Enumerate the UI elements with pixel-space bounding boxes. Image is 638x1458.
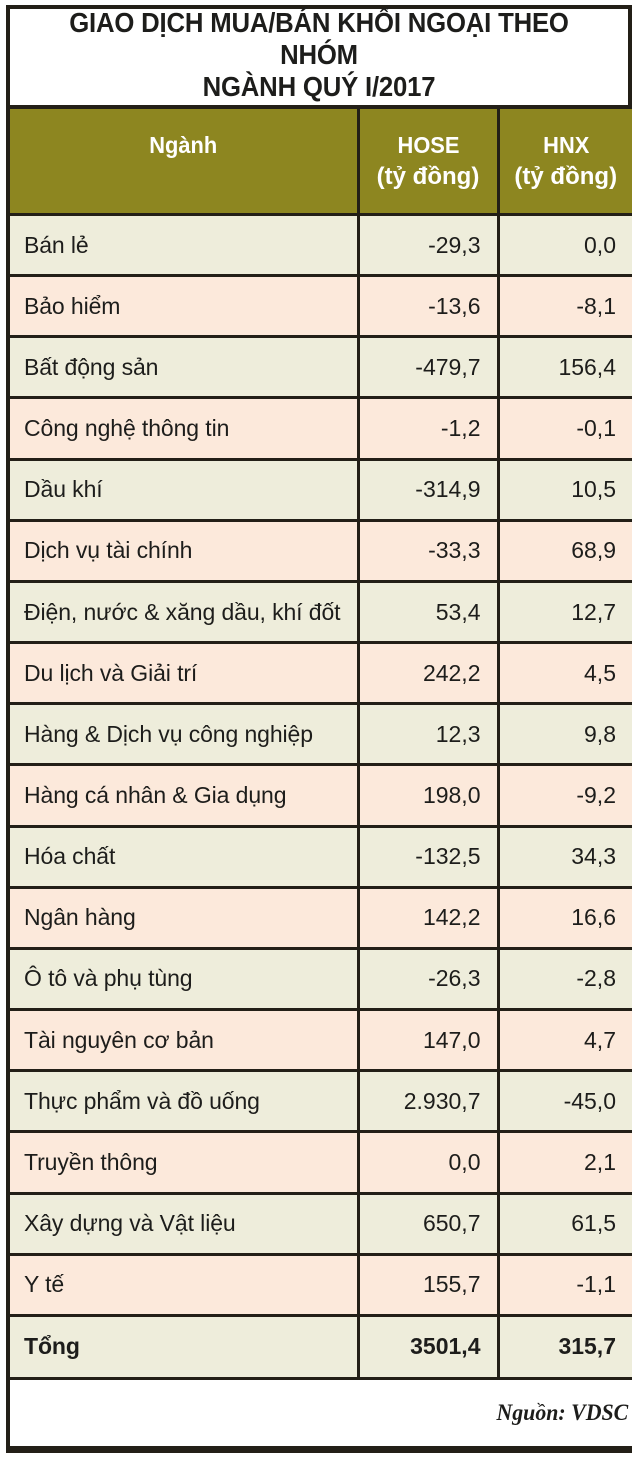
row-value-hose: 0,0 — [356, 1130, 500, 1195]
table-body: Bán lẻ -29,3 0,0 Bảo hiểm -13,6 -8,1 Bất… — [10, 212, 632, 1381]
row-value-hnx: 9,8 — [496, 702, 632, 767]
total-label: Tổng — [10, 1313, 360, 1381]
row-value-hose: -26,3 — [356, 946, 500, 1012]
row-value-hnx: 16,6 — [496, 885, 632, 950]
row-value-hose: -479,7 — [356, 335, 500, 400]
table-frame: GIAO DỊCH MUA/BÁN KHỐI NGOẠI THEO NHÓM N… — [6, 5, 632, 1453]
table-row: Hàng & Dịch vụ công nghiệp 12,3 9,8 — [10, 702, 632, 767]
row-value-hose: 198,0 — [356, 763, 500, 828]
row-value-hose: 142,2 — [356, 885, 500, 950]
table-row: Hóa chất -132,5 34,3 — [10, 824, 632, 889]
source-note: Nguồn: VDSC — [496, 1400, 629, 1425]
row-value-hnx: -1,1 — [496, 1252, 632, 1317]
title-block: GIAO DỊCH MUA/BÁN KHỐI NGOẠI THEO NHÓM N… — [10, 6, 628, 109]
row-label: Ngân hàng — [10, 885, 360, 950]
table-row: Ngân hàng 142,2 16,6 — [10, 885, 632, 950]
row-value-hose: -314,9 — [356, 457, 500, 522]
table-row: Hàng cá nhân & Gia dụng 198,0 -9,2 — [10, 763, 632, 828]
row-value-hnx: 61,5 — [496, 1191, 632, 1256]
row-label: Du lịch và Giải trí — [10, 641, 360, 706]
row-value-hose: -1,2 — [356, 396, 500, 461]
column-header-nganh: Ngành — [10, 109, 360, 216]
row-label: Hàng cá nhân & Gia dụng — [10, 763, 360, 828]
row-value-hnx: -2,8 — [496, 946, 632, 1012]
table-row: Y tế 155,7 -1,1 — [10, 1252, 632, 1317]
row-value-hnx: 12,7 — [496, 579, 632, 645]
row-value-hose: 242,2 — [356, 641, 500, 706]
column-header-hose: HOSE (tỷ đồng) — [356, 109, 500, 216]
table-row: Dịch vụ tài chính -33,3 68,9 — [10, 518, 632, 583]
row-value-hnx: 4,7 — [496, 1008, 632, 1073]
row-label: Tài nguyên cơ bản — [10, 1008, 360, 1073]
row-value-hnx: 0,0 — [496, 212, 632, 278]
row-value-hnx: -9,2 — [496, 763, 632, 828]
table-row: Thực phẩm và đồ uống 2.930,7 -45,0 — [10, 1069, 632, 1134]
row-value-hose: 155,7 — [356, 1252, 500, 1317]
column-header-hose-label: HOSE — [397, 131, 459, 158]
row-value-hose: -33,3 — [356, 518, 500, 583]
row-value-hose: 650,7 — [356, 1191, 500, 1256]
table-row: Dầu khí -314,9 10,5 — [10, 457, 632, 522]
row-label: Thực phẩm và đồ uống — [10, 1069, 360, 1134]
row-value-hose: -29,3 — [356, 212, 500, 278]
row-label: Truyền thông — [10, 1130, 360, 1195]
column-header-hose-unit: (tỷ đồng) — [376, 162, 480, 190]
row-value-hose: 12,3 — [356, 702, 500, 767]
source-note-cell: Nguồn: VDSC — [10, 1377, 632, 1449]
row-value-hose: 53,4 — [356, 579, 500, 645]
row-label: Hàng & Dịch vụ công nghiệp — [10, 702, 360, 767]
row-value-hnx: 10,5 — [496, 457, 632, 522]
table-row: Bán lẻ -29,3 0,0 — [10, 212, 632, 278]
source-row: Nguồn: VDSC — [10, 1377, 632, 1449]
row-value-hnx: -8,1 — [496, 274, 632, 339]
row-value-hnx: -45,0 — [496, 1069, 632, 1134]
table-foot: Nguồn: VDSC — [10, 1377, 632, 1449]
table-row-total: Tổng 3501,4 315,7 — [10, 1313, 632, 1381]
row-value-hnx: 156,4 — [496, 335, 632, 400]
table-row: Ô tô và phụ tùng -26,3 -2,8 — [10, 946, 632, 1012]
column-header-hnx-unit: (tỷ đồng) — [514, 162, 618, 190]
column-header-hnx-label: HNX — [542, 131, 589, 158]
row-label: Công nghệ thông tin — [10, 396, 360, 461]
table-head: Ngành HOSE (tỷ đồng) HNX (tỷ đồng) — [10, 109, 632, 216]
row-value-hnx: 2,1 — [496, 1130, 632, 1195]
row-label: Bảo hiểm — [10, 274, 360, 339]
row-label: Ô tô và phụ tùng — [10, 946, 360, 1012]
table-row: Xây dựng và Vật liệu 650,7 61,5 — [10, 1191, 632, 1256]
row-label: Bán lẻ — [10, 212, 360, 278]
table-row: Truyền thông 0,0 2,1 — [10, 1130, 632, 1195]
table-row: Du lịch và Giải trí 242,2 4,5 — [10, 641, 632, 706]
total-value-hnx: 315,7 — [496, 1313, 632, 1381]
column-header-nganh-label: Ngành — [149, 131, 218, 158]
table-row: Bất động sản -479,7 156,4 — [10, 335, 632, 400]
row-value-hnx: -0,1 — [496, 396, 632, 461]
column-header-hnx: HNX (tỷ đồng) — [496, 109, 632, 216]
foreign-trading-table: Ngành HOSE (tỷ đồng) HNX (tỷ đồng) Bán l… — [10, 109, 632, 1449]
row-label: Bất động sản — [10, 335, 360, 400]
page-title: GIAO DỊCH MUA/BÁN KHỐI NGOẠI THEO NHÓM N… — [69, 6, 569, 103]
table-row: Bảo hiểm -13,6 -8,1 — [10, 274, 632, 339]
table-row: Tài nguyên cơ bản 147,0 4,7 — [10, 1008, 632, 1073]
header-row: Ngành HOSE (tỷ đồng) HNX (tỷ đồng) — [10, 109, 632, 216]
row-label: Y tế — [10, 1252, 360, 1317]
row-value-hose: 2.930,7 — [356, 1069, 500, 1134]
row-label: Dịch vụ tài chính — [10, 518, 360, 583]
row-label: Điện, nước & xăng dầu, khí đốt — [10, 579, 360, 645]
row-label: Hóa chất — [10, 824, 360, 889]
row-value-hnx: 4,5 — [496, 641, 632, 706]
table-row: Công nghệ thông tin -1,2 -0,1 — [10, 396, 632, 461]
row-value-hose: 147,0 — [356, 1008, 500, 1073]
row-label: Dầu khí — [10, 457, 360, 522]
row-label: Xây dựng và Vật liệu — [10, 1191, 360, 1256]
total-value-hose: 3501,4 — [356, 1313, 500, 1381]
row-value-hnx: 68,9 — [496, 518, 632, 583]
row-value-hnx: 34,3 — [496, 824, 632, 889]
row-value-hose: -13,6 — [356, 274, 500, 339]
row-value-hose: -132,5 — [356, 824, 500, 889]
table-row: Điện, nước & xăng dầu, khí đốt 53,4 12,7 — [10, 579, 632, 645]
